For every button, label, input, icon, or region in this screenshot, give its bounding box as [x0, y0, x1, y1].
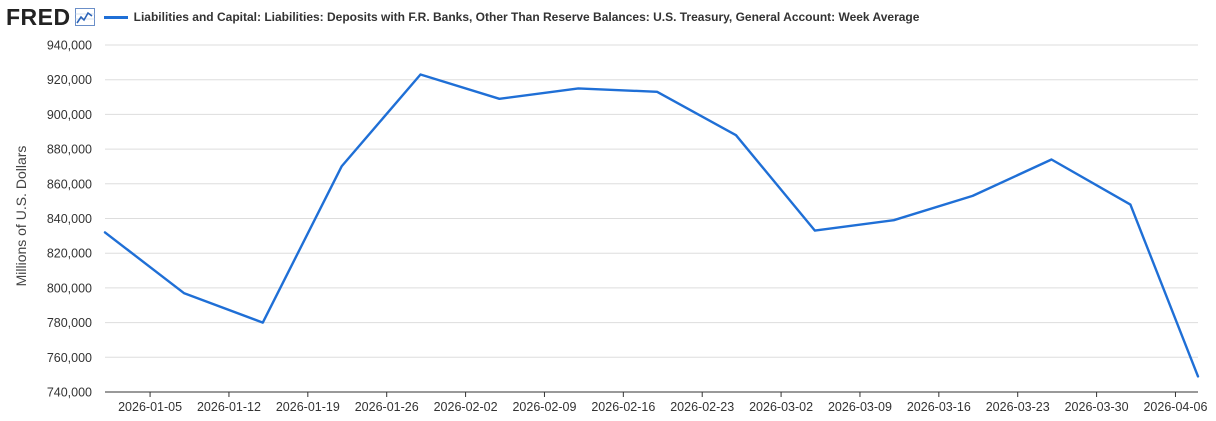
- y-tick-label: 780,000: [47, 316, 92, 330]
- data-point[interactable]: [732, 131, 740, 139]
- y-tick-label: 920,000: [47, 73, 92, 87]
- series-layer: [101, 70, 1202, 380]
- x-tick-label: 2026-01-05: [118, 400, 182, 414]
- series-line[interactable]: [103, 73, 1200, 378]
- x-tick-label: 2026-03-16: [907, 400, 971, 414]
- x-tick-label: 2026-02-23: [670, 400, 734, 414]
- x-tick-label: 2026-04-06: [1143, 400, 1207, 414]
- fred-logo[interactable]: FRED: [6, 3, 71, 30]
- data-point[interactable]: [180, 289, 188, 297]
- y-tick-label: 940,000: [47, 39, 92, 53]
- legend-swatch: [103, 15, 128, 19]
- data-point[interactable]: [259, 319, 267, 327]
- y-tick-label: 740,000: [47, 386, 92, 400]
- data-point[interactable]: [495, 95, 503, 103]
- data-point[interactable]: [1126, 201, 1134, 209]
- data-point[interactable]: [417, 70, 425, 78]
- gridlines: [105, 44, 1198, 393]
- y-tick-labels: 740,000 760,000 780,000 800,000 820,000 840,0…: [47, 39, 92, 400]
- legend-label[interactable]: Liabilities and Capital: Liabilities: De…: [133, 10, 920, 24]
- x-tick-labels: 2026-01-05 2026-01-12 2026-01-19 2026-01-26…: [118, 400, 1207, 414]
- y-tick-label: 840,000: [47, 212, 92, 226]
- x-tick-label: 2026-02-16: [591, 400, 655, 414]
- x-tick-label: 2026-03-02: [749, 400, 813, 414]
- data-point[interactable]: [811, 227, 819, 235]
- y-tick-label: 800,000: [47, 281, 92, 295]
- data-point[interactable]: [574, 84, 582, 92]
- x-tick-label: 2026-03-23: [986, 400, 1050, 414]
- x-tick-label: 2026-02-09: [512, 400, 576, 414]
- x-tick-label: 2026-01-26: [355, 400, 419, 414]
- x-tick-label: 2026-02-02: [434, 400, 498, 414]
- x-tick-label: 2026-01-12: [197, 400, 261, 414]
- data-point[interactable]: [1048, 156, 1056, 164]
- data-point[interactable]: [969, 192, 977, 200]
- y-tick-label: 900,000: [47, 108, 92, 122]
- y-tick-label: 760,000: [47, 351, 92, 365]
- data-point[interactable]: [890, 216, 898, 224]
- y-tick-label: 880,000: [47, 143, 92, 157]
- data-point[interactable]: [101, 228, 109, 236]
- data-point[interactable]: [338, 162, 346, 170]
- x-tick-label: 2026-03-30: [1065, 400, 1129, 414]
- x-tick-label: 2026-01-19: [276, 400, 340, 414]
- data-point[interactable]: [1194, 372, 1202, 380]
- data-point[interactable]: [653, 88, 661, 96]
- y-tick-label: 820,000: [47, 247, 92, 261]
- axes: [105, 391, 1198, 397]
- chart-header: FRED Liabilities and Capital: Liabilitie…: [6, 4, 919, 30]
- y-tick-label: 860,000: [47, 177, 92, 191]
- x-tick-label: 2026-03-09: [828, 400, 892, 414]
- line-graph-icon: [74, 8, 95, 26]
